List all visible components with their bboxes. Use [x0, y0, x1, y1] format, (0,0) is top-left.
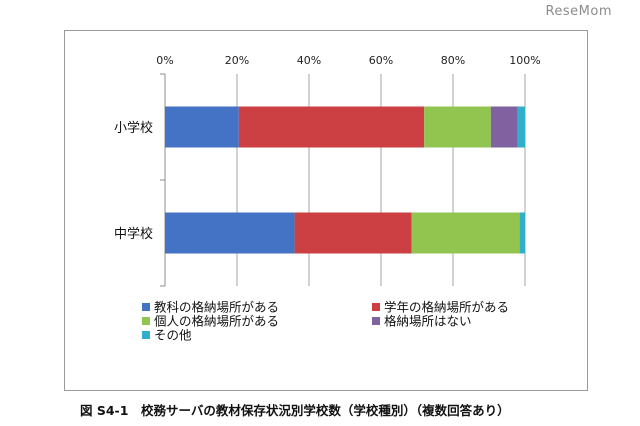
legend-label: 学年の格納場所がある	[384, 300, 509, 315]
legend-label: その他	[154, 328, 192, 343]
x-tick-label: 40%	[297, 54, 321, 67]
figure-caption: 図 S4-1 校務サーバの教材保存状況別学校数（学校種別）（複数回答あり）	[80, 403, 510, 418]
x-tick-label: 0%	[156, 54, 173, 67]
bar-segment	[411, 212, 520, 254]
legend-swatch	[372, 303, 380, 311]
x-tick-label: 20%	[225, 54, 249, 67]
bar-segment	[424, 106, 491, 148]
legend-swatch	[142, 331, 150, 339]
x-tick-label: 60%	[369, 54, 393, 67]
bar-segment	[519, 212, 525, 254]
legend-label: 格納場所はない	[384, 314, 472, 329]
bar-segment	[490, 106, 518, 148]
legend-swatch	[142, 303, 150, 311]
bar-segment	[517, 106, 525, 148]
bar-segment	[238, 106, 425, 148]
bar-segment	[165, 106, 239, 148]
legend-label: 個人の格納場所がある	[154, 314, 279, 329]
category-label: 中学校	[114, 226, 153, 242]
watermark-logo: ReseMom	[545, 4, 612, 19]
bar-segment	[294, 212, 412, 254]
x-tick-label: 100%	[509, 54, 540, 67]
x-tick-label: 80%	[441, 54, 465, 67]
legend-swatch	[142, 317, 150, 325]
legend-label: 教科の格納場所がある	[154, 300, 279, 315]
bar-segment	[165, 212, 295, 254]
chart-frame	[64, 30, 588, 391]
legend-swatch	[372, 317, 380, 325]
category-label: 小学校	[114, 120, 153, 136]
